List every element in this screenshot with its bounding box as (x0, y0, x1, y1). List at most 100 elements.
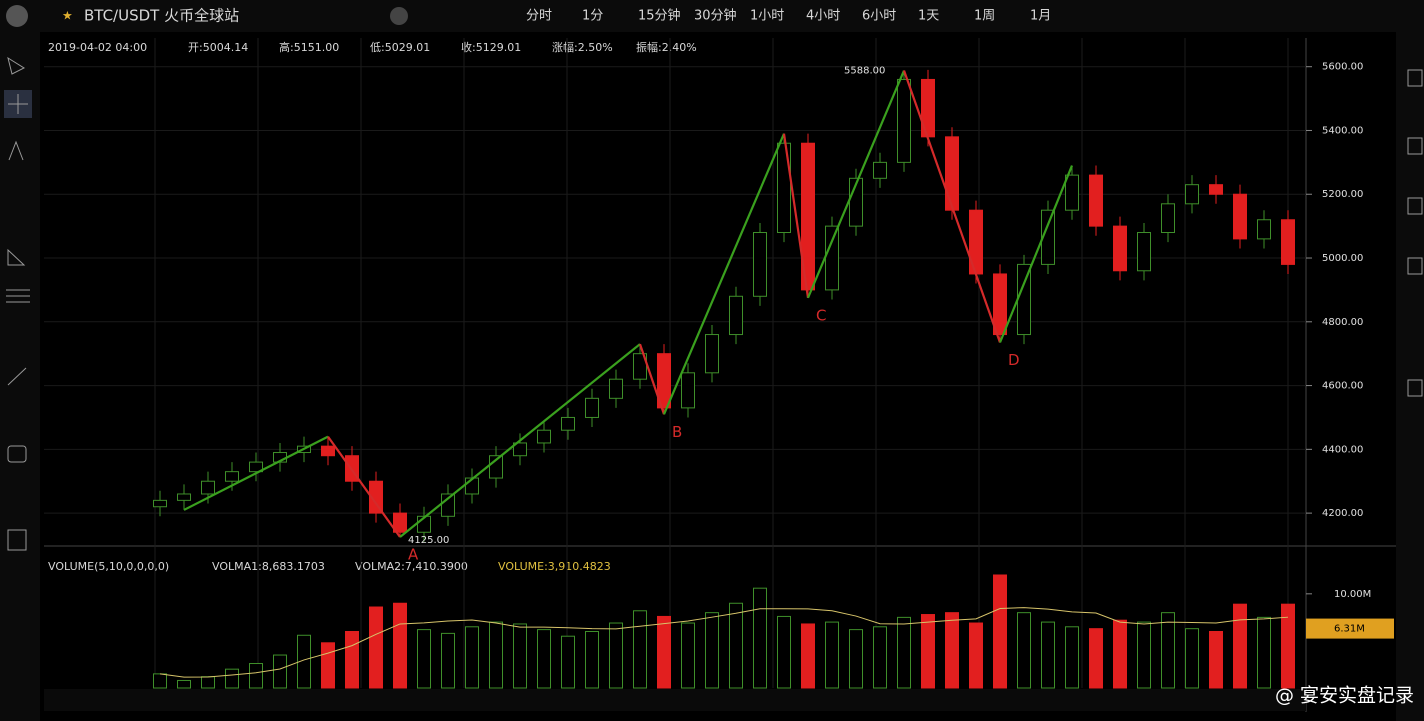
candle-body (201, 480, 215, 495)
candle-body (321, 445, 335, 457)
current-volume-label: 6.31M (1334, 624, 1365, 635)
side-icon[interactable] (1407, 137, 1423, 155)
timeframe-tab[interactable]: 30分钟 (694, 8, 737, 24)
candle-body (537, 429, 551, 444)
volume-info-item: VOLMA2:7,410.3900 (355, 560, 468, 573)
timeframe-tab[interactable]: 1小时 (750, 9, 784, 24)
timeframe-tab[interactable]: 1月 (1030, 9, 1051, 24)
side-icon[interactable] (1407, 197, 1423, 215)
side-icon[interactable] (1407, 257, 1423, 275)
volume-bar (1065, 626, 1079, 689)
candle-body (1257, 219, 1271, 240)
volume-bar (969, 622, 983, 689)
side-icon[interactable] (1407, 379, 1423, 397)
price-tick-label: 4600.00 (1322, 381, 1363, 392)
info-item: 振幅:2.40% (636, 40, 697, 54)
info-item: 2019-04-02 04:00 (48, 41, 147, 54)
timeframe-tab[interactable]: 6小时 (862, 9, 896, 24)
candle-body (753, 232, 767, 297)
text-icon[interactable] (8, 140, 24, 161)
volume-info-item: VOLMA1:8,683.1703 (212, 560, 325, 573)
price-tick-label: 5600.00 (1322, 62, 1363, 73)
wave-label: D (1008, 351, 1020, 369)
volume-bar (777, 615, 791, 689)
volume-bar (897, 616, 911, 689)
timeframe-tab[interactable]: 1周 (974, 9, 995, 24)
timeframe-tab[interactable]: 分时 (526, 9, 552, 24)
volume-info-item: VOLUME:3,910.4823 (498, 560, 611, 573)
candle-body (225, 471, 239, 482)
logo[interactable] (6, 5, 28, 27)
candle-body (441, 493, 455, 517)
symbol[interactable]: BTC/USDT 火币全球站 (84, 7, 239, 25)
volume-bar (1161, 612, 1175, 689)
candle-body (993, 273, 1007, 336)
wave-line (782, 133, 810, 299)
volume-bar (873, 626, 887, 689)
volume-bar (537, 629, 551, 689)
candle-body (1185, 184, 1199, 205)
candle-body (1137, 232, 1151, 272)
side-icon[interactable] (1407, 69, 1423, 87)
timeframe-tab[interactable]: 15分钟 (638, 8, 681, 24)
candle-body (945, 136, 959, 211)
volume-bar (945, 612, 959, 689)
volume-bar (1257, 616, 1271, 689)
tool-icon[interactable] (390, 7, 408, 25)
candle-body (393, 512, 407, 533)
volume-bar (441, 632, 455, 689)
volume-bar (633, 610, 647, 689)
volume-bar (321, 642, 335, 689)
volume-bar (177, 679, 191, 689)
candle-body (873, 161, 887, 179)
volume-bar (153, 673, 167, 689)
left-sidebar (0, 32, 40, 721)
timeframe-tab[interactable]: 1分 (582, 9, 603, 24)
volume-bar (681, 622, 695, 689)
current-volume-tag (1306, 618, 1394, 639)
price-tick-label: 4800.00 (1322, 317, 1363, 328)
lock-icon[interactable] (7, 445, 27, 463)
timeframe-tab[interactable]: 4小时 (806, 9, 840, 24)
candle-body (729, 295, 743, 336)
low-label: 4125.00 (408, 535, 449, 546)
volume-bar (1185, 628, 1199, 689)
volume-bar (609, 622, 623, 689)
candle-body (369, 480, 383, 514)
candle-body (897, 78, 911, 163)
volume-bar (513, 623, 527, 689)
candle-body (1281, 219, 1295, 265)
trash-icon[interactable] (7, 529, 27, 551)
candle-body (777, 142, 791, 234)
price-tick-label: 5000.00 (1322, 253, 1363, 264)
volume-bar (345, 631, 359, 689)
volume-bar (297, 634, 311, 689)
volume-bar (705, 612, 719, 689)
sidebar-icons (4, 56, 1423, 551)
star-icon[interactable]: ★ (62, 9, 73, 23)
timeframe-tab[interactable]: 1天 (918, 9, 939, 24)
volume-bar (1089, 628, 1103, 689)
volume-tick-label: 10.00M (1334, 589, 1371, 600)
line-icon[interactable] (7, 367, 27, 386)
volume-info-item: VOLUME(5,10,0,0,0,0) (48, 560, 169, 573)
price-tick-label: 5200.00 (1322, 189, 1363, 200)
info-item: 收:5129.01 (461, 40, 521, 54)
wave-line (183, 435, 329, 511)
volume-bar (489, 621, 503, 689)
candle-body (801, 142, 815, 291)
wave-line (998, 165, 1074, 343)
price-tick-label: 4200.00 (1322, 508, 1363, 519)
wave-line (327, 435, 401, 538)
wave-line (902, 70, 1002, 343)
candle-body (681, 372, 695, 409)
cursor-icon[interactable] (7, 56, 26, 75)
volume-bar (921, 614, 935, 689)
volume-bar (273, 654, 287, 689)
candle-body (513, 442, 527, 457)
fib-icon[interactable] (6, 289, 30, 303)
volume-bar (1017, 612, 1031, 689)
triangle-icon[interactable] (7, 248, 26, 266)
volume-bar (465, 626, 479, 689)
volume-bar (201, 676, 215, 689)
